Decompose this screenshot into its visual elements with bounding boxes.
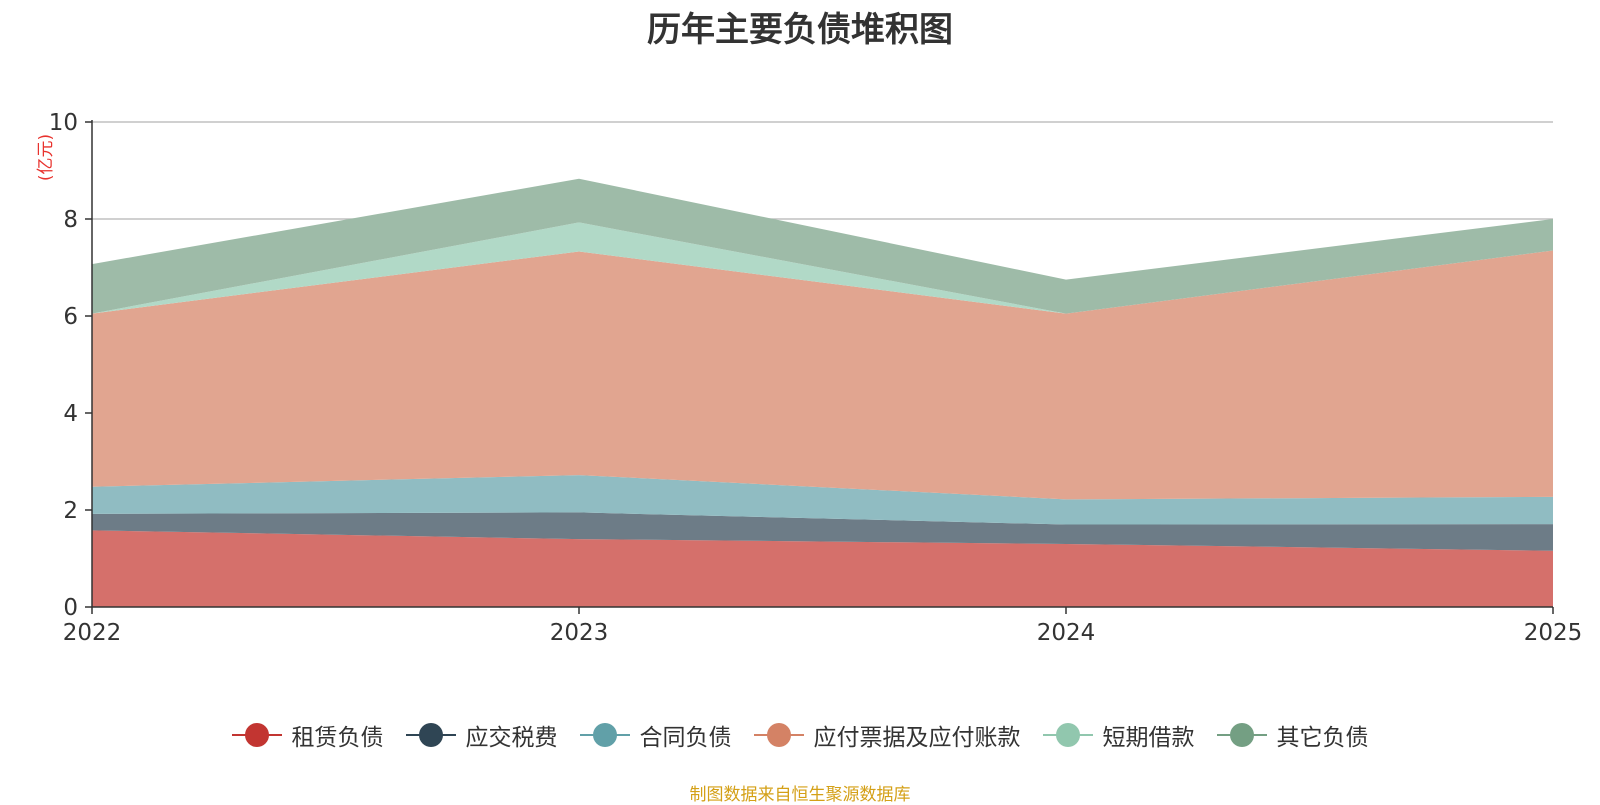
legend-marker-icon — [1042, 723, 1093, 747]
area-series — [92, 178, 1553, 607]
source-note: 制图数据来自恒生聚源数据库 — [689, 785, 911, 805]
y-tick-label: 10 — [49, 110, 78, 136]
legend-item[interactable]: 其它负债 — [1216, 718, 1369, 752]
legend-marker-icon — [753, 723, 804, 747]
legend-item[interactable]: 应付票据及应付账款 — [753, 718, 1021, 752]
area-series-4 — [92, 222, 1553, 314]
legend-marker-icon — [579, 723, 630, 747]
y-tick-label: 0 — [63, 595, 78, 621]
x-tick-label: 2023 — [550, 620, 609, 646]
legend: 租赁负债 应交税费 合同负债 应付票据及应付账款 短期借款 其它负债 — [0, 718, 1600, 752]
area-series-1 — [92, 512, 1553, 551]
area-series-2 — [92, 475, 1553, 525]
legend-label: 其它负债 — [1276, 725, 1369, 751]
legend-label: 短期借款 — [1102, 725, 1195, 751]
legend-marker-icon — [1216, 723, 1267, 747]
y-tick-label: 2 — [63, 498, 78, 524]
legend-label: 租赁负债 — [291, 725, 384, 751]
x-tick-label: 2025 — [1524, 620, 1583, 646]
y-tick-label: 4 — [63, 401, 78, 427]
x-tick-label: 2022 — [63, 620, 122, 646]
chart-title: 历年主要负债堆积图 — [647, 10, 953, 50]
legend-marker-icon — [231, 723, 282, 747]
legend-item[interactable]: 租赁负债 — [231, 718, 384, 752]
x-tick-label: 2024 — [1037, 620, 1096, 646]
axes: 0 2 4 6 8 10 2022 2023 2024 2025 — [49, 110, 1583, 646]
legend-label: 应付票据及应付账款 — [813, 725, 1021, 751]
area-series-3 — [92, 250, 1553, 500]
y-tick-label: 8 — [63, 207, 78, 233]
legend-item[interactable]: 短期借款 — [1042, 718, 1195, 752]
legend-label: 合同负债 — [639, 725, 732, 751]
legend-marker-icon — [405, 723, 456, 747]
legend-item[interactable]: 合同负债 — [579, 718, 732, 752]
area-series-0 — [92, 530, 1553, 607]
area-series-5 — [92, 178, 1553, 314]
legend-label: 应交税费 — [465, 725, 558, 751]
y-tick-label: 6 — [63, 304, 78, 330]
legend-item[interactable]: 应交税费 — [405, 718, 558, 752]
